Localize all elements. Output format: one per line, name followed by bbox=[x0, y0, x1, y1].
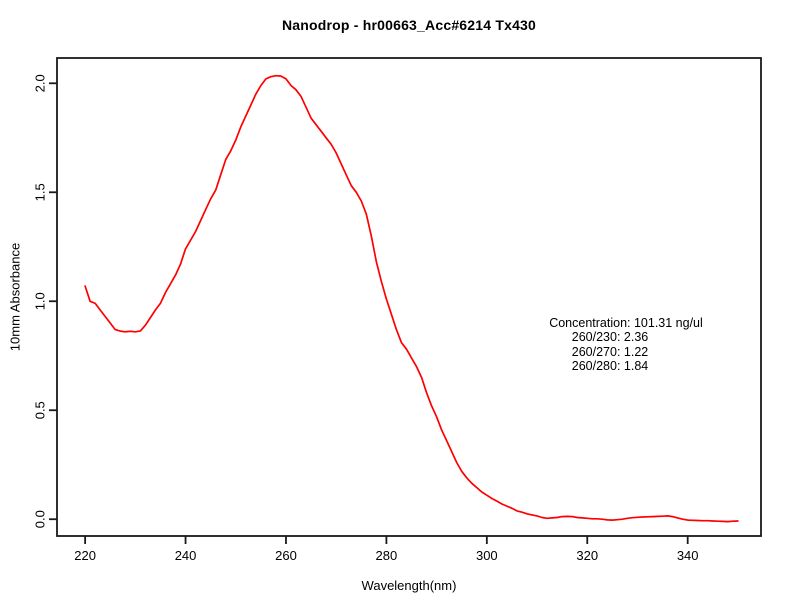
y-tick-label: 0.5 bbox=[33, 401, 48, 419]
x-tick-label: 340 bbox=[677, 548, 699, 563]
ratio-260-280: 260/280: 1.84 bbox=[571, 359, 649, 374]
y-tick-label: 1.0 bbox=[33, 292, 48, 310]
plot-box bbox=[56, 57, 762, 537]
y-tick-label: 1.5 bbox=[33, 183, 48, 201]
x-tick-label: 280 bbox=[376, 548, 398, 563]
x-axis-label: Wavelength(nm) bbox=[361, 578, 457, 593]
ratio-260-270: 260/270: 1.22 bbox=[571, 344, 649, 359]
y-axis-label: 10mm Absorbance bbox=[7, 242, 23, 352]
absorbance-curve bbox=[84, 74, 739, 523]
x-tick-label: 220 bbox=[74, 548, 96, 563]
ratio-260-230: 260/230: 2.36 bbox=[571, 330, 649, 345]
x-tick-label: 320 bbox=[576, 548, 598, 563]
x-tick-label: 300 bbox=[476, 548, 498, 563]
chart-title: Nanodrop - hr00663_Acc#6214 Tx430 bbox=[281, 17, 537, 33]
x-tick-label: 240 bbox=[175, 548, 197, 563]
x-tick-label: 260 bbox=[275, 548, 297, 563]
y-tick-label: 2.0 bbox=[33, 74, 48, 92]
y-tick-label: 0.0 bbox=[33, 510, 48, 528]
measurement-annotation: Concentration: 101.31 ng/ul 260/230: 2.3… bbox=[533, 316, 703, 374]
concentration-value: Concentration: 101.31 ng/ul bbox=[549, 316, 703, 330]
